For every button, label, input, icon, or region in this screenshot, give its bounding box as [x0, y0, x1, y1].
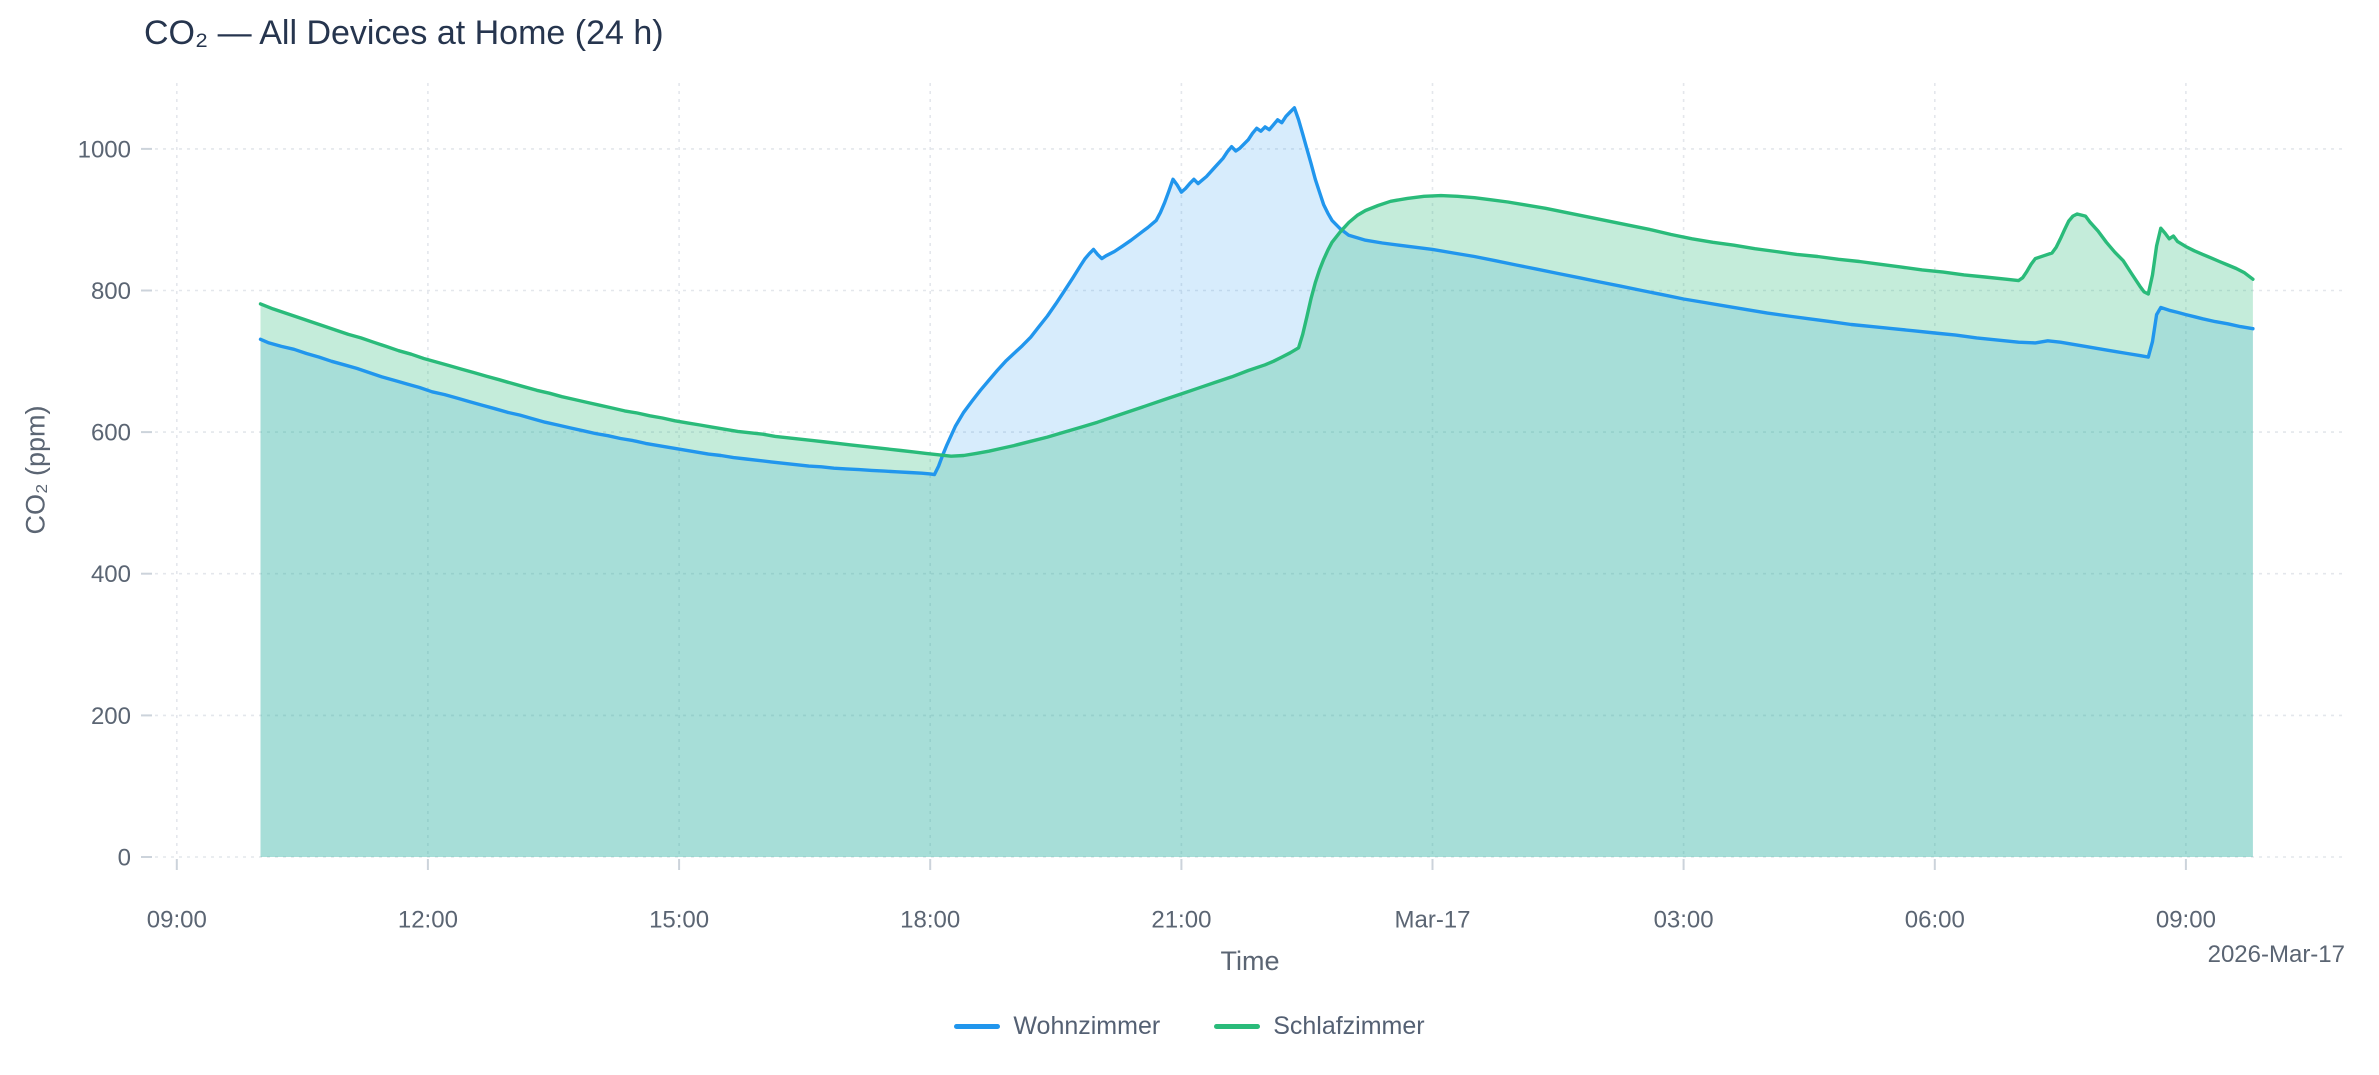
legend-item-wohnzimmer[interactable]: Wohnzimmer	[954, 1012, 1160, 1041]
x-tick-label: 12:00	[398, 906, 458, 933]
x-tick-label: 18:00	[900, 906, 960, 933]
x-tick-label: 09:00	[147, 906, 207, 933]
y-tick-label: 400	[91, 561, 131, 588]
series-schlafzimmer-line	[258, 193, 2255, 458]
legend-item-schlafzimmer[interactable]: Schlafzimmer	[1214, 1012, 1425, 1041]
x-tick-label: 03:00	[1654, 906, 1714, 933]
x-tick-label: 21:00	[1151, 906, 1211, 933]
legend-swatch-wohnzimmer	[954, 1024, 1001, 1029]
series-wohnzimmer-line	[258, 106, 2255, 477]
series-lines	[258, 106, 2255, 477]
y-tick-label: 0	[118, 844, 131, 871]
y-tick-label: 1000	[78, 136, 131, 163]
legend-label-wohnzimmer: Wohnzimmer	[1013, 1012, 1161, 1040]
x-tick-label: Mar-17	[1394, 906, 1470, 933]
x-axis-range-annotation: 2026-Mar-17	[2207, 941, 2345, 968]
y-tick-label: 200	[91, 703, 131, 730]
series-schlafzimmer-area	[260, 195, 2253, 858]
series-areas	[260, 107, 2253, 858]
chart-title: CO₂ — All Devices at Home (24 h)	[144, 14, 664, 52]
gridlines	[155, 83, 2345, 858]
axis-ticks: 0 200 400 600 800 1000 09:00 12:00 15:00 18:00 21:…	[78, 136, 2216, 933]
series-wohnzimmer-area	[260, 107, 2253, 858]
legend-swatch-schlafzimmer	[1214, 1024, 1261, 1029]
x-tick-label: 06:00	[1905, 906, 1965, 933]
legend-label-schlafzimmer: Schlafzimmer	[1273, 1012, 1425, 1040]
x-tick-label: 09:00	[2156, 906, 2216, 933]
legend: Wohnzimmer Schlafzimmer	[0, 1012, 2379, 1041]
x-tick-label: 15:00	[649, 906, 709, 933]
y-tick-label: 800	[91, 278, 131, 305]
y-tick-label: 600	[91, 420, 131, 447]
x-axis-title: Time	[1220, 946, 1280, 976]
y-axis-title: CO₂ (ppm)	[20, 405, 51, 535]
